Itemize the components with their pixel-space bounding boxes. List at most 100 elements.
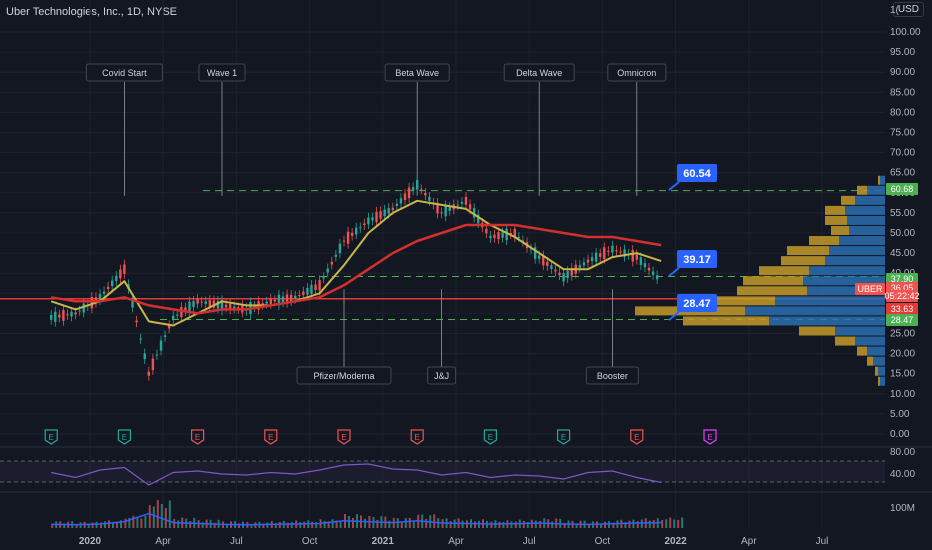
volume-bar: [665, 519, 668, 528]
volume-profile-bar: [878, 175, 880, 185]
price-candle: [208, 300, 211, 307]
price-candle: [363, 223, 366, 226]
volume-bar: [640, 519, 643, 528]
price-candle: [655, 275, 659, 280]
price-candle: [546, 261, 549, 267]
price-axis-badge: [886, 183, 918, 195]
axis-corner-label: 1(: [890, 5, 900, 16]
price-candle: [521, 240, 525, 242]
volume-bar: [132, 515, 135, 528]
price-candle: [615, 250, 618, 252]
volume-profile-bar: [775, 296, 885, 306]
price-candle: [647, 267, 651, 271]
volume-profile-bar: [825, 205, 845, 215]
earnings-marker: [191, 429, 205, 445]
volume-profile-bar: [781, 256, 825, 266]
volume-bar: [91, 522, 94, 528]
volume-profile-bar: [679, 296, 775, 306]
price-candle: [106, 286, 110, 290]
price-candle: [631, 250, 634, 262]
price-candle: [485, 228, 488, 234]
volume-bar: [108, 520, 110, 528]
volume-profile-bar: [831, 225, 849, 235]
price-candle: [635, 254, 638, 260]
price-candle: [371, 217, 374, 221]
volume-bar: [474, 521, 476, 528]
volume-bar: [75, 523, 78, 528]
price-candle: [298, 295, 301, 297]
price-candle: [111, 280, 114, 286]
ma-slow-line: [50, 223, 662, 315]
volume-profile-bar: [880, 175, 885, 185]
level-callout-label: 28.47: [683, 298, 711, 310]
volume-bar: [449, 521, 452, 528]
rsi-tick-label: 80.00: [890, 447, 915, 458]
volume-bar: [173, 518, 176, 528]
price-candle: [172, 315, 175, 320]
price-candle: [611, 245, 614, 253]
price-candle: [411, 187, 415, 191]
volume-profile-bar: [835, 336, 855, 346]
volume-bar: [87, 523, 90, 528]
earnings-marker-letter: E: [195, 433, 200, 442]
price-candle: [62, 309, 65, 321]
event-label-box: [384, 63, 450, 82]
rsi-band: [0, 461, 885, 482]
volume-bar: [116, 521, 118, 528]
price-candle: [338, 243, 342, 254]
volume-profile-bar: [769, 316, 885, 326]
price-candle: [334, 254, 338, 257]
price-candle: [538, 255, 541, 259]
price-axis-badge: [886, 314, 918, 326]
volume-bar: [120, 520, 122, 528]
volume-bar: [266, 522, 269, 528]
price-candle: [233, 306, 236, 309]
price-candle: [273, 299, 277, 302]
x-tick-label: Jul: [523, 536, 536, 547]
volume-bar: [51, 523, 54, 528]
volume-bar: [522, 520, 525, 528]
level-callout-box: [677, 250, 717, 268]
event-label-box: [503, 63, 575, 82]
volume-bar: [164, 507, 167, 528]
price-candle: [66, 314, 69, 316]
volume-bar: [636, 521, 639, 528]
volume-bar: [408, 517, 411, 528]
price-candle: [289, 294, 293, 302]
volume-profile-bar: [759, 266, 809, 276]
volume-bar: [286, 522, 289, 528]
volume-bar: [498, 521, 501, 528]
price-candle: [436, 202, 439, 214]
price-candle: [460, 202, 464, 204]
chart-title: Uber Technologies, Inc., 1D, NYSE: [6, 6, 177, 18]
volume-bar: [600, 523, 602, 528]
volume-profile-bar: [683, 316, 769, 326]
level-callout-label: 39.17: [683, 254, 711, 266]
earnings-marker: [703, 429, 717, 445]
price-candle: [204, 301, 207, 304]
price-candle: [123, 264, 126, 274]
volume-profile-bar: [867, 185, 885, 195]
price-candle: [277, 294, 281, 306]
earnings-marker: [630, 429, 644, 445]
price-candle: [350, 232, 354, 236]
x-tick-label: Jul: [816, 536, 829, 547]
price-candle: [196, 299, 199, 304]
price-candle: [586, 259, 590, 263]
ma-fast-line: [50, 199, 662, 327]
volume-profile-bar: [803, 276, 885, 286]
currency-selector[interactable]: USD: [892, 2, 924, 17]
price-candle: [314, 284, 317, 291]
price-axis-badge: [886, 290, 918, 302]
volume-profile-bar: [849, 225, 885, 235]
volume-bar: [177, 520, 180, 528]
price-candle: [623, 249, 626, 257]
price-candle: [542, 255, 545, 266]
level-callout-box: [677, 164, 717, 182]
x-tick-label: Jul: [230, 536, 243, 547]
volume-bar: [156, 500, 159, 528]
volume-bar: [652, 519, 655, 528]
volume-bar: [400, 521, 403, 528]
price-candle: [395, 203, 399, 206]
